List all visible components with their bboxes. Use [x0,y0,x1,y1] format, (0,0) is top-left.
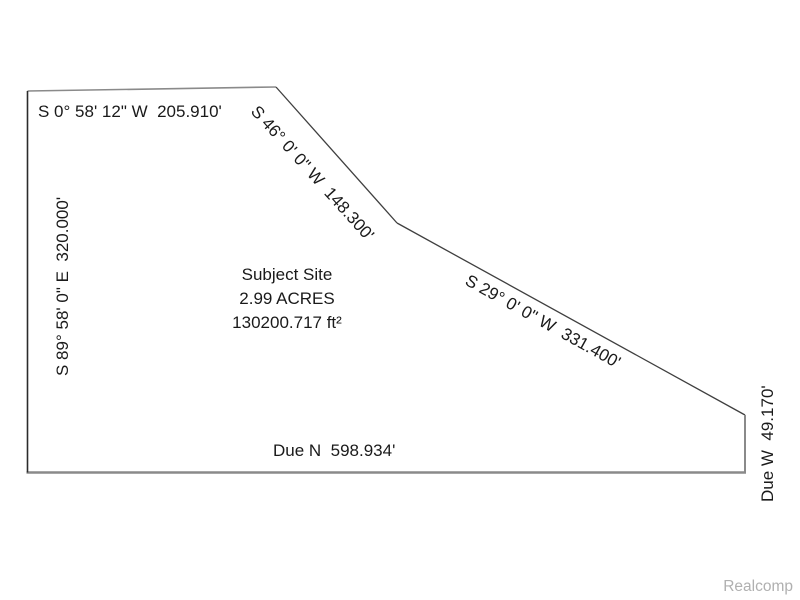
bearing-label-top: S 0° 58' 12" W 205.910' [38,102,222,121]
site-acreage: 2.99 ACRES [239,289,334,308]
realcomp-watermark: Realcomp [723,578,793,595]
site-area-sqft: 130200.717 ft² [232,313,342,332]
bearing-label-right: Due W 49.170' [758,385,777,502]
boundary-top-edge [27,86,277,92]
boundary-upper-diagonal-edge [275,86,398,224]
parcel-boundary [26,86,746,474]
bearing-label-lower-diagonal: S 29° 0' 0" W 331.400' [462,271,624,372]
site-name: Subject Site [242,265,333,284]
boundary-lower-diagonal-edge [396,222,746,416]
bearing-label-left: S 89° 58' 0" E 320.000' [53,197,72,376]
bearing-label-upper-diagonal: S 46° 0' 0" W 148.300' [247,102,378,244]
bearing-label-bottom: Due N 598.934' [273,441,395,460]
site-label: Subject Site 2.99 ACRES 130200.717 ft² [232,265,342,332]
